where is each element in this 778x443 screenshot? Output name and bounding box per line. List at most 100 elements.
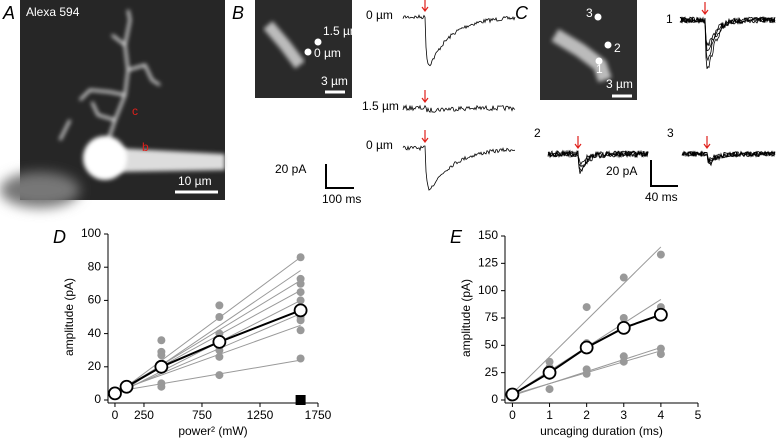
- x-tick-label: 5: [695, 408, 702, 422]
- y-tick-label: 25: [485, 365, 499, 379]
- point: [619, 273, 628, 282]
- x-tick-label: 0: [509, 408, 516, 422]
- traces: [402, 0, 776, 191]
- stim-arrow: [701, 2, 709, 15]
- trace-label: 1.5 µm: [362, 99, 399, 113]
- trace: [402, 104, 516, 113]
- y-tick-label: 0: [94, 392, 101, 406]
- spot-label: 2: [614, 41, 621, 55]
- y-tick-label: 80: [88, 259, 102, 273]
- scale-bar: [650, 160, 678, 187]
- point: [215, 352, 224, 361]
- y-tick-label: 60: [88, 293, 102, 307]
- x-tick-label: 1250: [247, 408, 274, 422]
- y-axis-title: amplitude (pA): [62, 278, 76, 356]
- point: [296, 296, 305, 305]
- point: [157, 351, 166, 360]
- y-tick-label: 50: [485, 338, 499, 352]
- mean-point: [616, 320, 631, 335]
- fit-line: [114, 313, 301, 394]
- trace-label: 0 µm: [366, 8, 393, 22]
- point: [619, 314, 628, 322]
- mean-point: [653, 307, 668, 322]
- x-tick-label: 250: [134, 408, 154, 422]
- stim-arrow: [703, 136, 711, 149]
- point: [215, 371, 224, 380]
- point: [215, 301, 224, 310]
- stim-arrow: [574, 136, 582, 149]
- trace-label: 3: [667, 126, 674, 140]
- trace-label: 2: [534, 126, 541, 140]
- fit-line: [114, 256, 301, 396]
- trace: [679, 16, 776, 47]
- y-tick-label: 150: [478, 228, 498, 242]
- point: [582, 303, 591, 312]
- y-tick-label: 40: [88, 326, 102, 340]
- point: [656, 350, 665, 359]
- mean-point: [154, 359, 169, 374]
- image-title: Alexa 594: [26, 5, 80, 19]
- square-marker: [295, 395, 306, 405]
- point: [296, 326, 305, 335]
- point: [545, 357, 554, 366]
- trace: [402, 14, 516, 67]
- trace: [402, 145, 515, 191]
- panel-label: B: [232, 3, 244, 23]
- y-tick-label: 125: [478, 256, 498, 270]
- point: [296, 354, 305, 363]
- trace: [547, 149, 649, 165]
- stim-arrow: [421, 0, 429, 12]
- scale-label: 10 µm: [178, 174, 212, 188]
- y-axis-title: amplitude (pA): [459, 279, 473, 357]
- mean-point: [119, 379, 134, 394]
- y-tick-label: 20: [88, 359, 102, 373]
- y-tick-label: 100: [81, 226, 101, 240]
- x-tick-label: 3: [620, 408, 627, 422]
- panel-label: D: [53, 227, 66, 247]
- x-tick-label: 1: [546, 408, 553, 422]
- point: [582, 369, 591, 378]
- y-tick-label: 100: [478, 283, 498, 297]
- scale-label: 100 ms: [322, 192, 361, 206]
- stim-arrow: [421, 90, 429, 103]
- site-label: c: [132, 104, 138, 118]
- trace-label: 1: [666, 12, 673, 26]
- mean-point: [505, 387, 520, 402]
- y-tick-label: 75: [485, 310, 499, 324]
- micrograph-a: [0, 0, 225, 208]
- site-label: b: [142, 140, 149, 154]
- x-tick-label: 2: [583, 408, 590, 422]
- mean-point: [212, 334, 227, 349]
- spot-label: 1.5 µm: [323, 24, 360, 38]
- scale-label: 3 µm: [606, 77, 633, 91]
- point: [296, 253, 305, 262]
- point: [157, 336, 166, 345]
- point: [619, 357, 628, 366]
- scale-label: 20 pA: [606, 164, 637, 178]
- scale-label: 3 µm: [321, 74, 348, 88]
- x-tick-label: 750: [192, 408, 212, 422]
- scale-bar: [325, 164, 354, 189]
- scale-label: 40 ms: [645, 190, 678, 204]
- scale-label: 20 pA: [275, 162, 306, 176]
- point: [545, 385, 554, 394]
- point: [656, 250, 665, 259]
- spot-label: 0 µm: [314, 46, 341, 60]
- point: [215, 313, 224, 321]
- point: [296, 288, 305, 297]
- x-axis-title: uncaging duration (ms): [540, 424, 663, 438]
- point: [656, 344, 665, 353]
- panel-label: C: [515, 3, 529, 23]
- fit-line: [114, 359, 301, 393]
- micrograph-b: [255, 0, 352, 98]
- stim-arrow: [421, 130, 429, 143]
- x-tick-label: 0: [112, 408, 119, 422]
- point: [619, 352, 628, 361]
- x-tick-label: 1750: [305, 408, 332, 422]
- x-tick-label: 4: [658, 408, 665, 422]
- trace: [681, 150, 776, 162]
- fit-line: [512, 246, 662, 394]
- fit-line: [114, 324, 301, 393]
